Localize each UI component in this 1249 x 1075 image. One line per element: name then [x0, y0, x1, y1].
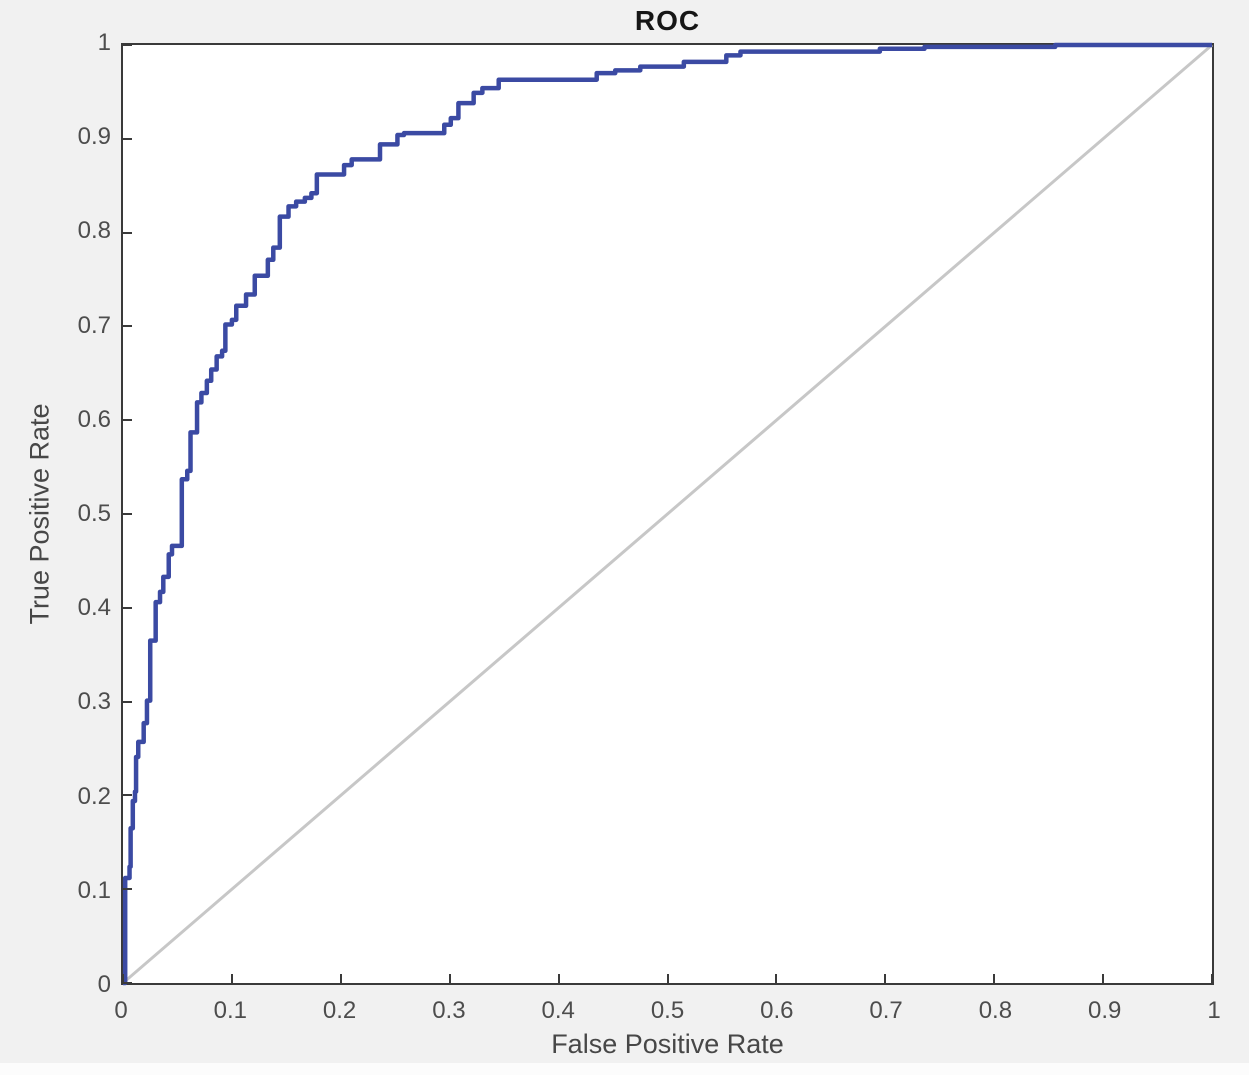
x-tick-label: 1 — [1207, 997, 1221, 1024]
x-tick-label: 0.7 — [869, 997, 903, 1024]
plot-area — [121, 43, 1214, 985]
y-tick-mark — [123, 325, 132, 328]
x-tick-mark — [1211, 974, 1213, 983]
x-tick-mark — [1102, 974, 1105, 983]
y-tick-label: 1 — [97, 29, 111, 56]
y-tick-label: 0.7 — [77, 311, 111, 339]
x-tick-label: 0.2 — [322, 997, 357, 1024]
x-tick-mark — [122, 974, 124, 983]
y-tick-mark — [123, 231, 132, 234]
y-tick-label: 0 — [97, 971, 111, 998]
x-tick-label: 0.4 — [541, 997, 575, 1024]
y-tick-mark — [123, 982, 132, 984]
y-tick-mark — [123, 44, 132, 46]
x-tick-label: 0.5 — [650, 997, 685, 1024]
x-tick-mark — [666, 974, 669, 983]
x-tick-mark — [557, 974, 560, 983]
x-tick-label: 0.6 — [760, 997, 794, 1024]
y-axis-label: True Positive Rate — [24, 403, 55, 625]
roc-curve-line — [123, 45, 1212, 983]
roc-plot-canvas — [123, 45, 1212, 983]
y-tick-label: 0.1 — [77, 876, 111, 904]
y-tick-mark — [123, 513, 132, 515]
x-tick-mark — [230, 974, 233, 983]
x-tick-label: 0.9 — [1088, 997, 1122, 1024]
y-tick-label: 0.8 — [77, 217, 111, 245]
chart-title: ROC — [634, 5, 701, 36]
x-tick-mark — [448, 974, 451, 983]
y-tick-label: 0.2 — [77, 782, 111, 810]
x-tick-mark — [339, 974, 342, 983]
y-tick-label: 0.9 — [77, 123, 111, 151]
y-tick-mark — [123, 888, 132, 891]
y-tick-label: 0.5 — [77, 500, 111, 527]
y-tick-mark — [123, 794, 132, 797]
bottom-margin-strip — [0, 1063, 1249, 1075]
x-tick-mark — [884, 974, 887, 983]
y-tick-mark — [123, 419, 132, 422]
y-tick-label: 0.6 — [77, 405, 111, 433]
x-tick-mark — [775, 974, 778, 983]
x-tick-label: 0 — [114, 997, 128, 1024]
y-tick-mark — [123, 700, 132, 703]
y-tick-mark — [123, 137, 132, 140]
x-tick-label: 0.3 — [432, 997, 466, 1024]
y-tick-mark — [123, 606, 132, 609]
y-tick-label: 0.4 — [77, 594, 111, 622]
x-tick-label: 0.8 — [978, 997, 1013, 1024]
x-tick-mark — [993, 974, 996, 983]
chance-diagonal-line — [123, 45, 1212, 983]
y-tick-label: 0.3 — [77, 688, 111, 716]
x-axis-label: False Positive Rate — [551, 1029, 784, 1059]
x-tick-label: 0.1 — [213, 997, 247, 1024]
